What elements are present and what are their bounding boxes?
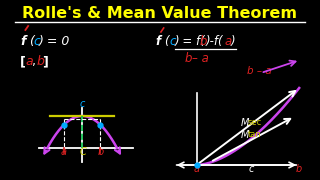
Text: c: c [249, 164, 254, 174]
Text: Rolle's & Mean Value Theorem: Rolle's & Mean Value Theorem [22, 6, 298, 21]
Text: a: a [224, 35, 231, 48]
Text: f: f [156, 35, 161, 48]
Text: C: C [80, 147, 86, 157]
Text: M: M [241, 118, 249, 128]
Text: c: c [169, 35, 176, 48]
Text: f: f [20, 35, 25, 48]
Text: M: M [241, 130, 249, 140]
Text: a: a [194, 164, 200, 174]
Text: – a: – a [192, 52, 209, 65]
Text: b: b [36, 55, 44, 68]
Text: a: a [25, 55, 33, 68]
Text: b – a: b – a [247, 66, 272, 76]
Text: sec: sec [248, 118, 262, 127]
Text: ) = f(: ) = f( [175, 35, 205, 48]
Text: ) = 0: ) = 0 [39, 35, 70, 48]
Text: c: c [34, 35, 41, 48]
Text: ): ) [230, 35, 235, 48]
Text: (: ( [164, 35, 169, 48]
Text: ,: , [32, 55, 36, 68]
Text: b: b [199, 35, 207, 48]
Text: a: a [61, 147, 67, 157]
Text: b: b [185, 52, 192, 65]
Text: )-f(: )-f( [206, 35, 223, 48]
Text: c: c [79, 99, 85, 109]
Text: tan: tan [248, 130, 262, 139]
Text: ]: ] [42, 55, 48, 68]
Text: b: b [97, 147, 104, 157]
Text: (: ( [29, 35, 34, 48]
Text: [: [ [20, 55, 26, 68]
Text: b: b [296, 164, 302, 174]
